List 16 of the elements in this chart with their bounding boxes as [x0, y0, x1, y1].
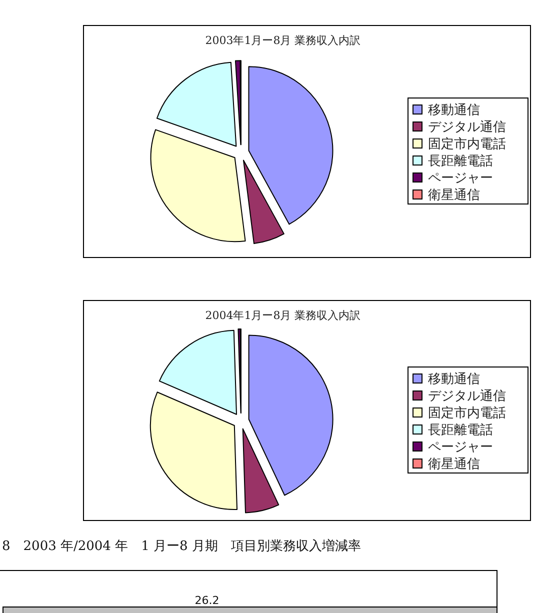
legend-label: デジタル通信 [428, 120, 506, 135]
legend-label: 長距離電話 [428, 423, 493, 438]
legend-label: 衛星通信 [428, 457, 480, 472]
text: 8 2003 年/2004 年 1 月ー8 月期 項目別業務収入増減率 [2, 538, 361, 554]
legend-label: ページャー [428, 440, 493, 455]
text: 26.2 [194, 594, 220, 607]
legend-label: 移動通信 [428, 372, 480, 387]
legend-label: 固定市内電話 [428, 137, 506, 152]
legend-label: ページャー [428, 171, 493, 186]
legend-label: 衛星通信 [428, 188, 480, 203]
chart-title: 2004年1月ー8月 業務収入内訳 [205, 309, 361, 322]
legend-label: 移動通信 [428, 103, 480, 118]
legend-label: 固定市内電話 [428, 406, 506, 421]
chart-title: 2003年1月ー8月 業務収入内訳 [205, 34, 361, 47]
legend-label: 長距離電話 [428, 154, 493, 169]
legend-label: デジタル通信 [428, 389, 506, 404]
